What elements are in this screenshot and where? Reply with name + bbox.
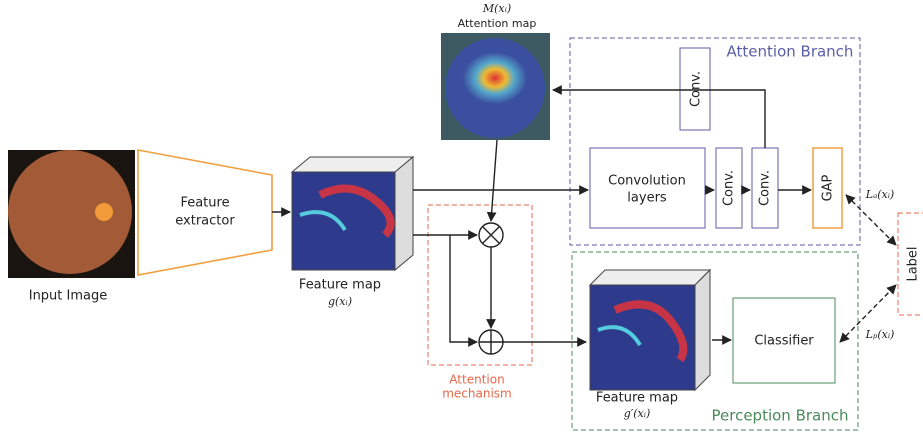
feature-map-symbol: g′(xᵢ) xyxy=(624,407,651,420)
perception-branch-title: Perception Branch xyxy=(712,407,849,425)
gap-label: GAP xyxy=(821,174,836,201)
attention-map-label: Attention map xyxy=(458,17,537,30)
extractor-label: extractor xyxy=(175,214,235,229)
extractor-shape xyxy=(137,149,273,276)
attention-branch-box xyxy=(569,37,861,246)
gap-box xyxy=(812,147,843,229)
conv-label: Conv. xyxy=(689,71,704,107)
conv-layers-box xyxy=(589,147,706,229)
attention-mechanism-label: Attention xyxy=(449,373,504,387)
extractor-label: Feature xyxy=(180,196,229,211)
classifier-box xyxy=(732,297,836,384)
feature-map-label: Feature map xyxy=(299,278,381,293)
conv-box xyxy=(751,147,779,229)
input-label: Input Image xyxy=(29,289,108,304)
conv-box xyxy=(715,147,743,229)
conv-label: Conv. xyxy=(722,170,737,206)
attention-branch-title: Attention Branch xyxy=(727,43,854,61)
attention-loss: Lₐ(xᵢ) xyxy=(865,188,894,201)
perception-loss: Lₚ(xᵢ) xyxy=(865,328,895,341)
feature-map-cube xyxy=(290,155,415,272)
conv-layers-label: layers xyxy=(627,191,667,206)
conv-layers-label: Convolution xyxy=(608,174,686,189)
attention-map-symbol: M(xᵢ) xyxy=(482,2,511,15)
feature-map-cube xyxy=(588,268,712,392)
attention-map-image xyxy=(441,33,550,140)
classifier-label: Classifier xyxy=(754,334,814,349)
conv-box xyxy=(679,47,711,131)
label-box xyxy=(897,212,923,316)
attention-mechanism-label: mechanism xyxy=(442,387,512,401)
feature-map-label: Feature map xyxy=(596,391,678,406)
arrows xyxy=(413,85,897,347)
output-label: Label xyxy=(906,246,921,281)
attention-mechanism-box xyxy=(427,204,533,366)
feature-map-symbol: g(xᵢ) xyxy=(328,295,352,308)
input-image xyxy=(8,150,135,278)
conv-label: Conv. xyxy=(758,170,773,206)
